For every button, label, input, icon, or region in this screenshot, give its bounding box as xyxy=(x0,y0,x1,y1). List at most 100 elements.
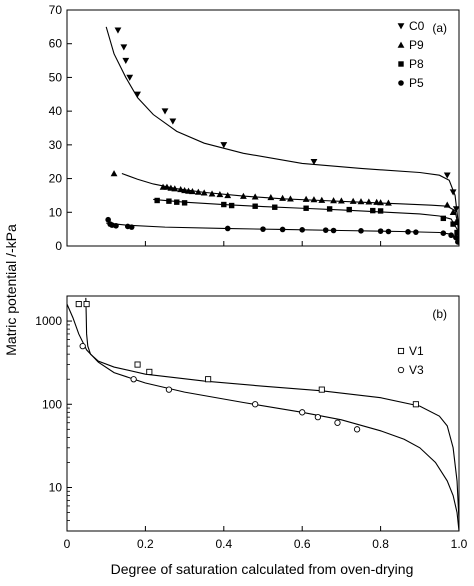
y-tick-label: 100 xyxy=(42,397,62,411)
data-point-p8 xyxy=(166,198,172,204)
x-tick-label: 0.6 xyxy=(294,537,311,551)
data-point-p5 xyxy=(405,229,411,235)
y-tick-label: 10 xyxy=(49,480,63,494)
data-point-v1 xyxy=(134,361,141,368)
data-point-p5 xyxy=(330,227,337,234)
data-point-v3 xyxy=(334,419,341,426)
data-point-p9 xyxy=(189,187,196,195)
data-point-p8 xyxy=(174,199,180,205)
data-point-p9 xyxy=(349,197,357,204)
data-point-p9 xyxy=(267,194,275,201)
data-point-p9 xyxy=(365,198,373,205)
data-point-p5 xyxy=(105,216,111,223)
y-tick-label: 50 xyxy=(49,70,63,84)
data-point-c0 xyxy=(120,44,128,51)
data-point-p5 xyxy=(224,225,231,232)
legend-label-p9: P9 xyxy=(409,38,424,52)
data-point-p8 xyxy=(303,205,309,211)
data-point-v1 xyxy=(205,376,212,383)
series-line-v3 xyxy=(67,303,459,531)
data-point-p5 xyxy=(299,227,306,233)
data-point-v1 xyxy=(412,401,419,408)
x-tick-label: 0.2 xyxy=(137,537,154,551)
data-point-p8 xyxy=(440,215,447,222)
data-point-p9 xyxy=(279,194,286,201)
legend-label-c0: C0 xyxy=(409,19,425,33)
x-axis-title: Degree of saturation calculated from ove… xyxy=(111,561,414,577)
data-point-v3 xyxy=(314,414,322,421)
data-point-v3 xyxy=(353,426,361,433)
data-point-v3 xyxy=(252,401,259,408)
data-point-p9 xyxy=(318,196,326,203)
data-point-p9 xyxy=(251,193,259,200)
x-tick-label: 0.4 xyxy=(215,537,232,551)
data-point-p9 xyxy=(330,197,337,204)
data-point-p9 xyxy=(377,199,384,206)
data-point-v1 xyxy=(146,368,153,375)
panel-b: 10 100 1000 0 0.2 0.4 0.6 0.8 1.0 V1 V3 (b) xyxy=(35,295,468,551)
data-point-p5 xyxy=(322,227,329,233)
y-tick-label: 60 xyxy=(49,37,63,51)
data-point-p9 xyxy=(224,192,232,199)
data-point-p8 xyxy=(221,201,227,208)
data-point-p8 xyxy=(346,206,352,213)
data-point-p8 xyxy=(450,221,456,227)
data-point-p5 xyxy=(448,232,454,239)
legend-marker-p5 xyxy=(398,80,404,86)
data-point-p5 xyxy=(128,224,135,230)
data-point-p8 xyxy=(228,202,235,209)
data-point-v3 xyxy=(79,342,86,350)
data-point-p5 xyxy=(279,226,286,233)
x-tick-label: 0.8 xyxy=(372,537,389,551)
series-line-c0 xyxy=(105,26,459,240)
y-tick-label: 0 xyxy=(55,239,62,253)
data-point-c0 xyxy=(449,189,457,196)
y-tick-label: 70 xyxy=(49,3,63,17)
data-point-p9 xyxy=(357,198,365,205)
data-point-c0 xyxy=(310,158,318,166)
data-point-p5 xyxy=(385,228,392,235)
panel-label: (b) xyxy=(432,307,447,321)
data-point-v1 xyxy=(318,386,325,393)
y-axis-title: Matric potential /-kPa xyxy=(3,224,19,356)
plot-area xyxy=(105,26,459,245)
data-point-v1 xyxy=(75,301,82,308)
data-point-c0 xyxy=(134,91,141,98)
data-point-p9 xyxy=(443,201,451,208)
legend-label-p8: P8 xyxy=(409,57,424,71)
data-point-p5 xyxy=(455,239,459,245)
y-tick-label: 30 xyxy=(49,138,63,152)
legend-label-v3: V3 xyxy=(409,363,424,377)
data-point-p9 xyxy=(449,208,457,216)
data-point-p9 xyxy=(302,195,310,202)
plot-frame xyxy=(66,295,460,532)
data-point-c0 xyxy=(169,118,177,125)
data-point-p9 xyxy=(287,195,294,202)
data-point-p8 xyxy=(252,203,258,209)
data-point-p5 xyxy=(413,229,419,235)
data-point-v3 xyxy=(165,386,173,393)
y-tick-label: 10 xyxy=(49,205,63,219)
legend-marker-c0 xyxy=(397,23,405,30)
panel-label: (a) xyxy=(432,21,447,35)
data-point-c0 xyxy=(122,57,130,64)
legend-label-v1: V1 xyxy=(409,344,424,358)
y-tick-label: 20 xyxy=(49,172,63,186)
series-line-v1 xyxy=(85,297,459,521)
series-line-p8 xyxy=(153,198,459,242)
plot-frame xyxy=(66,9,460,247)
data-point-v1 xyxy=(83,301,90,308)
data-point-p9 xyxy=(240,192,247,199)
data-point-c0 xyxy=(114,27,122,34)
x-tick-label: 1.0 xyxy=(451,537,468,551)
data-point-v3 xyxy=(299,409,306,416)
data-point-p8 xyxy=(454,229,459,236)
x-tick-label: 0 xyxy=(64,537,71,551)
data-point-p9 xyxy=(216,191,224,198)
data-point-c0 xyxy=(452,206,459,213)
data-point-p5 xyxy=(260,226,266,232)
data-point-p9 xyxy=(200,189,208,196)
data-point-p9 xyxy=(310,196,318,203)
